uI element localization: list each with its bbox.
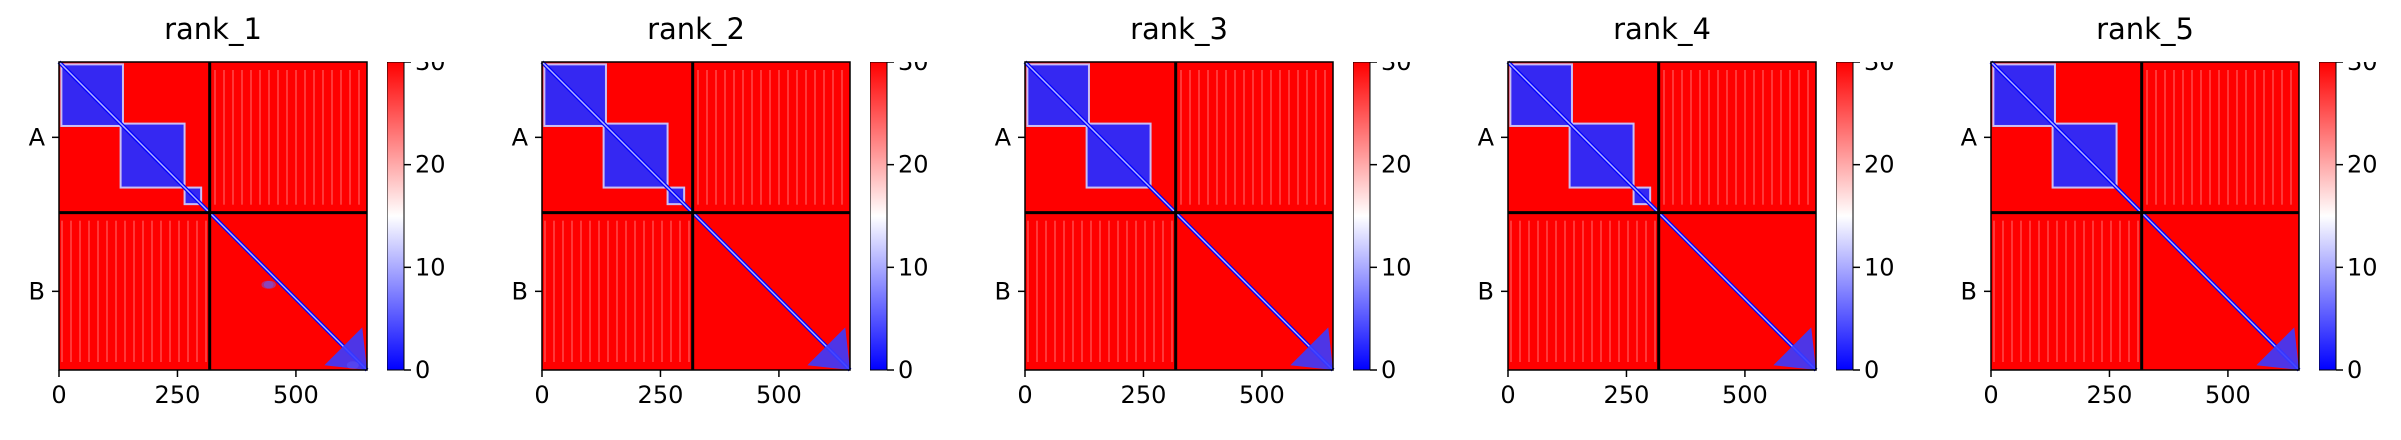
colorbar-tick-label: 0 <box>415 356 430 384</box>
interchain-streaks <box>1991 220 2142 362</box>
colorbar-tick-label: 10 <box>1381 253 1412 281</box>
heatmap-frame <box>1024 61 1334 371</box>
colorbar-tick-label: 30 <box>1381 62 1412 76</box>
colorbar-gradient <box>1353 62 1371 371</box>
y-tick-label: A <box>1478 123 1495 151</box>
x-tick-label: 500 <box>756 381 802 409</box>
interchain-streaks <box>542 220 693 362</box>
colorbar-tick-label: 10 <box>2347 253 2378 281</box>
x-tick-label: 0 <box>1983 381 1998 409</box>
x-tick-label: 0 <box>1500 381 1515 409</box>
chain-b-confident-tail <box>807 327 850 370</box>
interchain-streaks <box>1658 70 1816 205</box>
y-tick-label: A <box>995 123 1012 151</box>
colorbar-gradient <box>2319 62 2337 371</box>
chain-b-confident-tail <box>1773 327 1816 370</box>
x-tick-label: 250 <box>638 381 684 409</box>
colorbar-rank_1: 0 10 20 30 <box>387 62 446 384</box>
colorbar-tick-label: 10 <box>415 253 446 281</box>
y-tick-label: B <box>1478 277 1494 305</box>
pae-heatmap-rank_3: 0 250 500 A B <box>995 60 1335 409</box>
colorbar-tick-label: 20 <box>415 151 446 179</box>
x-tick-label: 250 <box>2087 381 2133 409</box>
x-tick-label: 0 <box>1017 381 1032 409</box>
colorbar-tick-label: 20 <box>1381 151 1412 179</box>
colorbar-gradient <box>387 62 405 371</box>
interchain-streaks <box>59 220 210 362</box>
colorbar-gradient <box>870 62 888 371</box>
colorbar-rank_3: 0 10 20 30 <box>1353 62 1412 384</box>
colorbar-rank_4: 0 10 20 30 <box>1836 62 1895 384</box>
colorbar-tick-label: 30 <box>2347 62 2378 76</box>
x-tick-label: 500 <box>2205 381 2251 409</box>
x-tick-label: 500 <box>1722 381 1768 409</box>
colorbar-tick-label: 10 <box>1864 253 1895 281</box>
x-tick-label: 250 <box>155 381 201 409</box>
diagonal-highlight <box>1024 61 1334 371</box>
interchain-streaks <box>209 70 367 205</box>
interchain-streaks <box>1025 220 1176 362</box>
colorbar-tick-label: 0 <box>1864 356 1879 384</box>
y-tick-label: A <box>512 123 529 151</box>
pae-heatmap-rank_4: 0 250 500 A B <box>1478 60 1818 409</box>
interchain-streaks <box>692 70 850 205</box>
panel-title-rank_3: rank_3 <box>1130 12 1228 46</box>
colorbar-gradient <box>1836 62 1854 371</box>
offdiag-blob <box>263 280 276 289</box>
colorbar-tick-label: 30 <box>1864 62 1895 76</box>
heatmap-frame <box>58 61 368 371</box>
pae-heatmap-rank_1: 0 250 500 A B <box>29 60 369 409</box>
diagonal-highlight <box>1990 61 2300 371</box>
panel-title-rank_5: rank_5 <box>2096 12 2194 46</box>
interchain-streaks <box>2141 70 2299 205</box>
pae-heatmap-rank_5: 0 250 500 A B <box>1961 60 2301 409</box>
y-tick-label: B <box>995 277 1011 305</box>
colorbar-rank_5: 0 10 20 30 <box>2319 62 2378 384</box>
colorbar-tick-label: 20 <box>898 151 929 179</box>
y-tick-label: B <box>512 277 528 305</box>
pae-heatmap-rank_2: 0 250 500 A B <box>512 60 852 409</box>
colorbar-tick-label: 0 <box>898 356 913 384</box>
colorbar-tick-label: 20 <box>1864 151 1895 179</box>
y-tick-label: B <box>29 277 45 305</box>
y-tick-label: B <box>1961 277 1977 305</box>
heatmap-frame <box>1507 61 1817 371</box>
x-tick-label: 250 <box>1121 381 1167 409</box>
x-tick-label: 250 <box>1604 381 1650 409</box>
colorbar-tick-label: 20 <box>2347 151 2378 179</box>
colorbar-rank_2: 0 10 20 30 <box>870 62 929 384</box>
heatmap-frame <box>1990 61 2300 371</box>
y-tick-label: A <box>1961 123 1978 151</box>
panel-title-rank_4: rank_4 <box>1613 12 1711 46</box>
diagonal-highlight <box>1507 61 1817 371</box>
x-tick-label: 500 <box>273 381 319 409</box>
chain-b-confident-tail <box>2256 327 2299 370</box>
panel-title-rank_2: rank_2 <box>647 12 745 46</box>
offdiag-blob <box>346 361 359 370</box>
chain-b-confident-tail <box>1290 327 1333 370</box>
diagonal-highlight <box>58 61 368 371</box>
interchain-streaks <box>1175 70 1333 205</box>
y-tick-label: A <box>29 123 46 151</box>
x-tick-label: 500 <box>1239 381 1285 409</box>
panel-title-rank_1: rank_1 <box>164 12 262 46</box>
x-tick-label: 0 <box>534 381 549 409</box>
colorbar-tick-label: 0 <box>2347 356 2362 384</box>
colorbar-tick-label: 0 <box>1381 356 1396 384</box>
interchain-streaks <box>1508 220 1659 362</box>
heatmap-frame <box>541 61 851 371</box>
colorbar-tick-label: 30 <box>898 62 929 76</box>
diagonal-highlight <box>541 61 851 371</box>
colorbar-tick-label: 10 <box>898 253 929 281</box>
colorbar-tick-label: 30 <box>415 62 446 76</box>
x-tick-label: 0 <box>51 381 66 409</box>
chain-b-confident-tail <box>324 327 367 370</box>
